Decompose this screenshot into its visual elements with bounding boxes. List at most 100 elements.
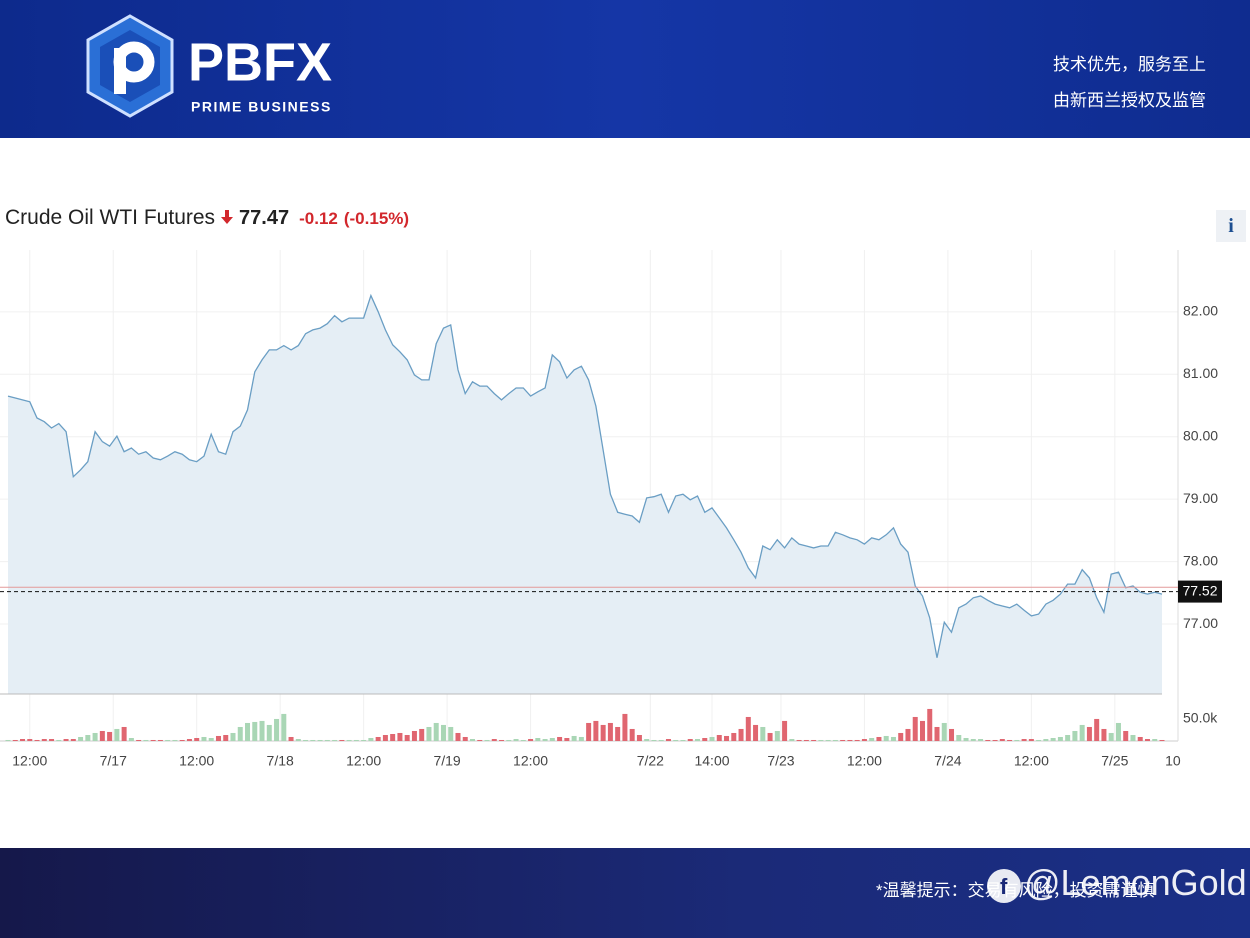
volume-bar — [840, 739, 846, 741]
footer: *温馨提示：交易有风险，投资需谨慎 f @LemonGold — [0, 848, 1250, 938]
volume-bar — [1123, 730, 1129, 741]
x-tick-label: 12:00 — [179, 753, 214, 769]
volume-bar — [34, 739, 40, 741]
volume-bar — [724, 735, 730, 741]
volume-bar — [927, 708, 933, 741]
volume-bar — [658, 739, 664, 741]
x-tick-label: 7/22 — [637, 753, 664, 769]
down-arrow — [221, 210, 234, 224]
volume-bar — [1057, 736, 1063, 741]
volume-bar — [803, 739, 809, 741]
volume-bar — [1115, 722, 1121, 741]
volume-bar — [433, 722, 439, 741]
volume-bar — [999, 739, 1005, 741]
x-tick-label: 12:00 — [847, 753, 882, 769]
volume-bar — [528, 739, 534, 741]
volume-bar — [898, 732, 904, 741]
x-tick-label: 10 — [1165, 753, 1181, 769]
volume-bar — [557, 736, 563, 741]
volume-bar — [252, 721, 258, 741]
volume-bar — [310, 739, 316, 741]
volume-bar — [491, 739, 497, 741]
volume-bar — [237, 726, 243, 741]
volume-bar — [404, 735, 410, 741]
x-tick-label: 12:00 — [346, 753, 381, 769]
volume-bar — [578, 736, 584, 741]
volume-bar — [339, 739, 345, 741]
volume-bar — [593, 720, 599, 741]
volume-bar — [295, 739, 301, 741]
volume-bar — [847, 739, 853, 741]
x-tick-label: 12:00 — [12, 753, 47, 769]
volume-bar — [665, 739, 671, 741]
volume-bar — [520, 739, 526, 741]
volume-bar — [753, 724, 759, 741]
volume-bar — [288, 736, 294, 741]
volume-bar — [1079, 724, 1085, 741]
volume-bar — [1028, 739, 1034, 741]
volume-bar — [811, 739, 817, 741]
change-percent: (-0.15%) — [343, 209, 410, 228]
volume-bar — [368, 738, 374, 741]
y-tick-label: 77.00 — [1183, 615, 1218, 631]
volume-bar — [317, 739, 323, 741]
volume-bar — [215, 735, 221, 741]
volume-bar — [702, 738, 708, 741]
volume-bar — [564, 738, 570, 741]
volume-bar — [107, 731, 113, 741]
volume-bar — [455, 732, 461, 741]
volume-bar — [41, 739, 47, 741]
volume-bar — [332, 739, 338, 741]
volume-bar — [1065, 735, 1071, 741]
volume-bar — [1152, 739, 1158, 741]
y-tick-label: 78.00 — [1183, 552, 1218, 568]
volume-bar — [789, 739, 795, 741]
volume-bar — [861, 739, 867, 741]
info-button[interactable]: i — [1216, 210, 1246, 242]
volume-bar — [956, 735, 962, 741]
volume-bar — [629, 728, 635, 741]
volume-bar — [1050, 738, 1056, 741]
volume-bar — [165, 739, 171, 741]
volume-bar — [49, 739, 55, 741]
quote-row: Crude Oil WTI Futures 77.47 -0.12 (-0.15… — [5, 206, 409, 230]
volume-bar — [985, 739, 991, 741]
volume-bar — [1159, 739, 1165, 741]
volume-bar — [194, 738, 200, 741]
volume-bar — [680, 739, 686, 741]
volume-bar — [1144, 739, 1150, 741]
volume-bar — [651, 739, 657, 741]
volume-bar — [912, 716, 918, 741]
x-tick-label: 7/19 — [433, 753, 460, 769]
volume-bar — [760, 726, 766, 741]
volume-bar — [615, 726, 621, 741]
volume-bar — [1072, 730, 1078, 741]
volume-bar — [1086, 726, 1092, 741]
volume-bar — [259, 720, 265, 741]
volume-bar — [745, 716, 751, 741]
tagline: PRIME BUSINESS — [191, 99, 332, 115]
volume-bar — [542, 739, 548, 741]
logo: PBFX PRIME BUSINESS — [86, 14, 332, 118]
volume-bar — [716, 735, 722, 741]
volume-bar — [1130, 735, 1136, 741]
volume-bar — [571, 735, 577, 741]
x-tick-label: 7/24 — [934, 753, 961, 769]
volume-bar — [687, 739, 693, 741]
volume-bar — [586, 722, 592, 741]
volume-bar — [448, 726, 454, 741]
volume-bar — [919, 720, 925, 741]
volume-bar — [143, 739, 149, 741]
volume-bar — [274, 718, 280, 741]
price-area — [8, 295, 1162, 694]
volume-bar — [411, 730, 417, 741]
volume-bar — [477, 739, 483, 741]
chart: 12:00 7/17 12:00 7/18 12:00 7/19 12:00 7/22 14:0… — [0, 250, 1222, 769]
volume-bar — [1137, 736, 1143, 741]
volume-bar — [70, 739, 76, 741]
volume-bar — [934, 726, 940, 741]
volume-bar — [782, 720, 788, 741]
slogan: 技术优先，服务至上 — [1053, 55, 1206, 74]
volume-bar — [796, 739, 802, 741]
y-tick-label: 82.00 — [1183, 303, 1218, 319]
